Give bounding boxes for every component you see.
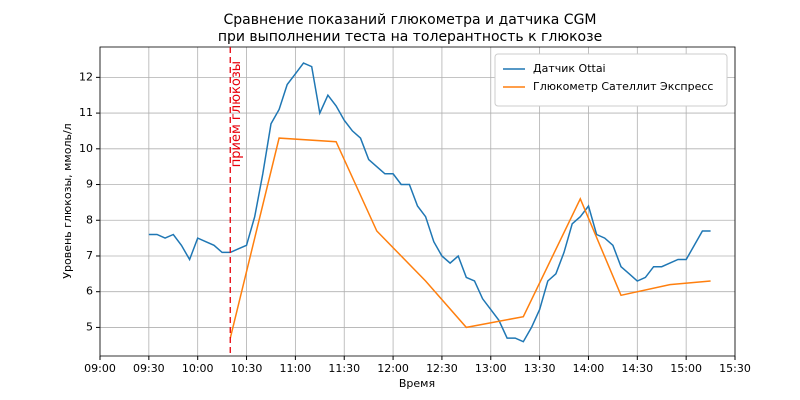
y-tick-label: 7 — [86, 249, 93, 262]
x-tick-label: 13:30 — [524, 362, 556, 375]
x-tick-label: 12:00 — [377, 362, 409, 375]
x-tick-label: 13:00 — [475, 362, 507, 375]
x-tick-label: 10:30 — [231, 362, 263, 375]
x-tick-label: 14:00 — [573, 362, 605, 375]
series-line — [229, 137, 711, 339]
plot-frame — [99, 46, 736, 357]
y-tick-label: 5 — [86, 320, 93, 333]
x-tick-label: 11:00 — [280, 362, 312, 375]
series-line — [148, 62, 711, 343]
y-tick-label: 11 — [79, 106, 93, 119]
legend-label: Глюкометр Сателлит Экспресс — [533, 80, 713, 93]
chart-title: Сравнение показаний глюкометра и датчика… — [223, 12, 596, 28]
chart-title: при выполнении теста на толерантность к … — [218, 29, 602, 45]
x-tick-label: 09:00 — [84, 362, 116, 375]
legend-box — [494, 53, 728, 107]
annotation: прием глюкозы — [229, 61, 244, 167]
legend: Датчик Ottai Глюкометр Сателлит Экспресс — [494, 53, 728, 107]
x-tick-label: 12:30 — [426, 362, 458, 375]
y-axis-label: Уровень глюкозы, ммоль/л — [61, 123, 74, 278]
x-tick-label: 15:00 — [670, 362, 702, 375]
x-tick-label: 10:00 — [182, 362, 214, 375]
x-tick-label: 15:30 — [719, 362, 751, 375]
y-tick-label: 6 — [86, 285, 93, 298]
legend-label: Датчик Ottai — [533, 62, 606, 75]
x-axis-label: Время — [399, 377, 435, 390]
x-tick-label: 09:30 — [133, 362, 165, 375]
y-tick-label: 10 — [79, 142, 93, 155]
x-tick-label: 11:30 — [328, 362, 360, 375]
x-tick-label: 14:30 — [621, 362, 653, 375]
y-tick-label: 12 — [79, 70, 93, 83]
y-tick-label: 8 — [86, 213, 93, 226]
y-tick-label: 9 — [86, 178, 93, 191]
